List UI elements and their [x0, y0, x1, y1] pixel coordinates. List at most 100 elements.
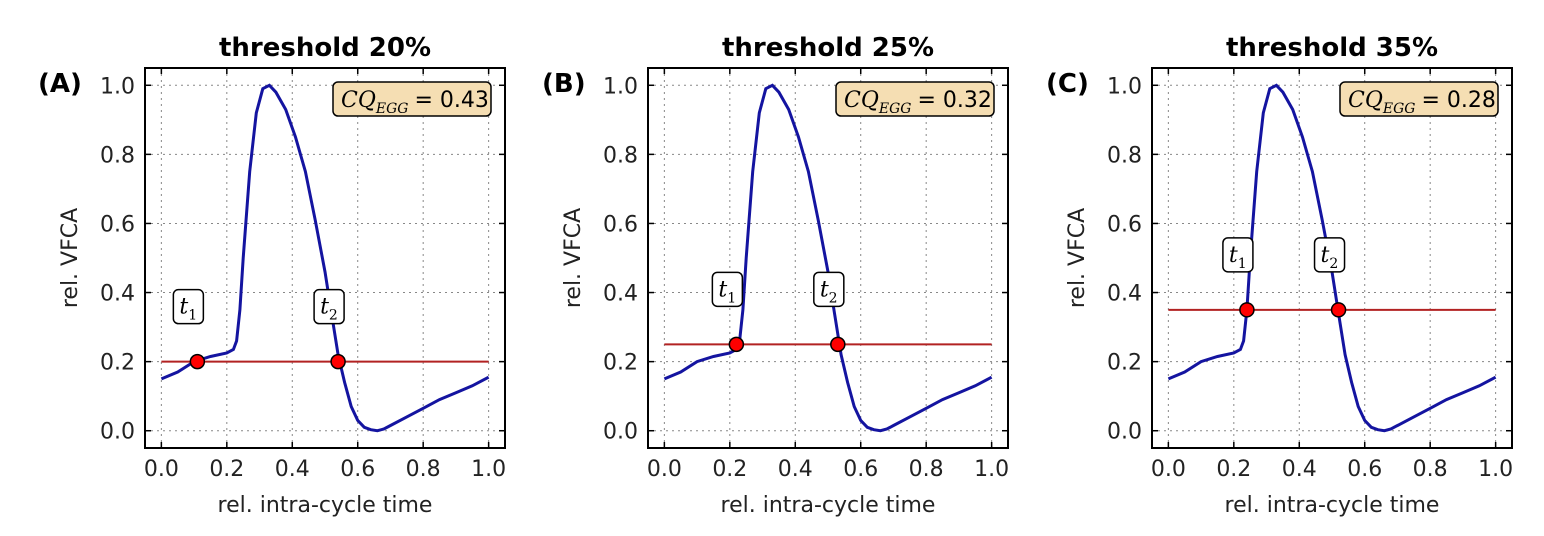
panel-label: (B) — [542, 69, 586, 99]
x-tick-label: 0.6 — [843, 457, 878, 482]
y-axis-label: rel. VFCA — [1065, 208, 1090, 308]
plot-frame — [1151, 67, 1513, 449]
cq-value: = 0.43 — [414, 88, 488, 113]
crossing-label-subscript: 2 — [329, 308, 338, 324]
plot-frame — [144, 67, 506, 449]
x-tick-label: 1.0 — [974, 457, 1009, 482]
x-tick-label: 0.0 — [144, 457, 179, 482]
chart-panel-1: 0.00.00.20.20.40.40.60.60.80.81.01.0t1 t2… — [38, 33, 506, 518]
cq-annotation-text: CQEGG = 0.32 — [844, 88, 992, 117]
chart-panel-3: 0.00.00.20.20.40.40.60.60.80.81.01.0t1 t2… — [1046, 33, 1513, 518]
crossing-point-t2 — [330, 353, 346, 370]
crossing-label-symbol: t — [820, 277, 829, 302]
x-tick-label: 0.8 — [909, 457, 944, 482]
crossing-label-text: t2 — [1321, 243, 1339, 272]
y-tick-label: 0.6 — [1107, 212, 1142, 237]
y-axis-label: rel. VFCA — [58, 208, 83, 308]
y-tick-label: 0.8 — [603, 143, 638, 168]
plot-frame — [647, 67, 1009, 449]
crossing-label-subscript: 1 — [188, 308, 197, 324]
cq-symbol: CQ — [341, 88, 376, 113]
panel-label: (C) — [1046, 69, 1089, 99]
crossing-label-symbol: t — [718, 277, 727, 302]
crossing-label-text: t2 — [320, 295, 338, 324]
y-tick-label: 0.6 — [603, 212, 638, 237]
y-tick-label: 1.0 — [100, 74, 135, 99]
chart-title: threshold 25% — [722, 33, 934, 63]
cq-annotation-box — [1339, 81, 1499, 117]
y-tick-label: 0.6 — [100, 212, 135, 237]
x-tick-label: 0.4 — [275, 457, 310, 482]
x-tick-label: 0.0 — [1151, 457, 1186, 482]
cq-symbol: CQ — [844, 88, 879, 113]
crossing-label-box — [172, 288, 205, 325]
crossing-label-text: t2 — [820, 277, 838, 306]
cq-value: = 0.32 — [917, 88, 991, 113]
x-tick-label: 0.0 — [647, 457, 682, 482]
crossing-label-symbol: t — [1321, 243, 1330, 268]
crossing-point-t2 — [830, 336, 846, 353]
crossing-point-t1 — [1239, 302, 1255, 318]
crossing-point-t2 — [1330, 302, 1347, 318]
x-tick-label: 0.6 — [1347, 457, 1382, 482]
x-tick-label: 0.2 — [712, 457, 747, 482]
x-tick-label: 0.4 — [1282, 457, 1317, 482]
x-tick-label: 0.4 — [778, 457, 813, 482]
cq-annotation-box — [332, 81, 492, 117]
cq-annotation-box — [835, 81, 995, 117]
crossing-label-t2: t2 — [813, 271, 845, 308]
cq-annotation-text: CQEGG = 0.43 — [341, 88, 489, 117]
y-tick-label: 0.8 — [100, 143, 135, 168]
x-axis-label: rel. intra-cycle time — [1225, 493, 1440, 518]
x-tick-label: 0.8 — [1413, 457, 1448, 482]
vfca-curve — [663, 83, 993, 433]
cq-annotation-text: CQEGG = 0.28 — [1348, 88, 1496, 117]
crossing-label-t1: t1 — [1222, 237, 1254, 273]
crossing-point-t1 — [728, 336, 745, 353]
x-axis-label: rel. intra-cycle time — [721, 493, 936, 518]
crossing-label-t1: t1 — [711, 271, 744, 308]
crossing-label-box — [711, 271, 744, 308]
cq-subscript: EGG — [375, 101, 409, 117]
panel-label: (A) — [38, 69, 82, 99]
crossing-label-t1: t1 — [172, 288, 205, 325]
crossing-label-text: t1 — [1229, 243, 1247, 272]
y-tick-label: 0.0 — [603, 420, 638, 445]
vfca-curve — [160, 83, 490, 433]
y-tick-label: 0.4 — [1107, 282, 1142, 307]
cq-symbol: CQ — [1348, 88, 1383, 113]
crossing-label-text: t1 — [179, 295, 197, 324]
crossing-label-subscript: 1 — [1238, 256, 1247, 272]
vfca-curve — [1167, 83, 1497, 433]
cq-value: = 0.28 — [1421, 88, 1495, 113]
crossing-label-t2: t2 — [1313, 237, 1346, 273]
y-tick-label: 0.4 — [603, 282, 638, 307]
x-tick-label: 0.2 — [209, 457, 244, 482]
crossing-label-box — [1313, 237, 1346, 273]
x-axis-label: rel. intra-cycle time — [218, 493, 433, 518]
cq-annotation: CQEGG = 0.28 — [1339, 81, 1499, 117]
y-tick-label: 0.8 — [1107, 143, 1142, 168]
crossing-label-subscript: 1 — [727, 290, 736, 306]
crossing-label-box — [813, 271, 845, 308]
crossing-label-t2: t2 — [313, 288, 345, 325]
x-tick-label: 1.0 — [471, 457, 506, 482]
chart-title: threshold 20% — [219, 33, 431, 63]
crossing-label-box — [313, 288, 345, 325]
y-tick-label: 1.0 — [603, 74, 638, 99]
crossing-label-symbol: t — [320, 295, 329, 320]
x-tick-label: 1.0 — [1478, 457, 1513, 482]
x-tick-label: 0.6 — [340, 457, 375, 482]
chart-title: threshold 35% — [1226, 33, 1438, 63]
crossing-label-subscript: 2 — [1329, 256, 1338, 272]
y-tick-label: 0.2 — [1107, 351, 1142, 376]
y-tick-label: 1.0 — [1107, 74, 1142, 99]
crossing-label-symbol: t — [179, 295, 188, 320]
crossing-label-symbol: t — [1229, 243, 1238, 268]
y-tick-label: 0.2 — [100, 351, 135, 376]
y-tick-label: 0.2 — [603, 351, 638, 376]
cq-annotation: CQEGG = 0.32 — [835, 81, 995, 117]
x-tick-label: 0.8 — [406, 457, 441, 482]
y-tick-label: 0.0 — [100, 420, 135, 445]
